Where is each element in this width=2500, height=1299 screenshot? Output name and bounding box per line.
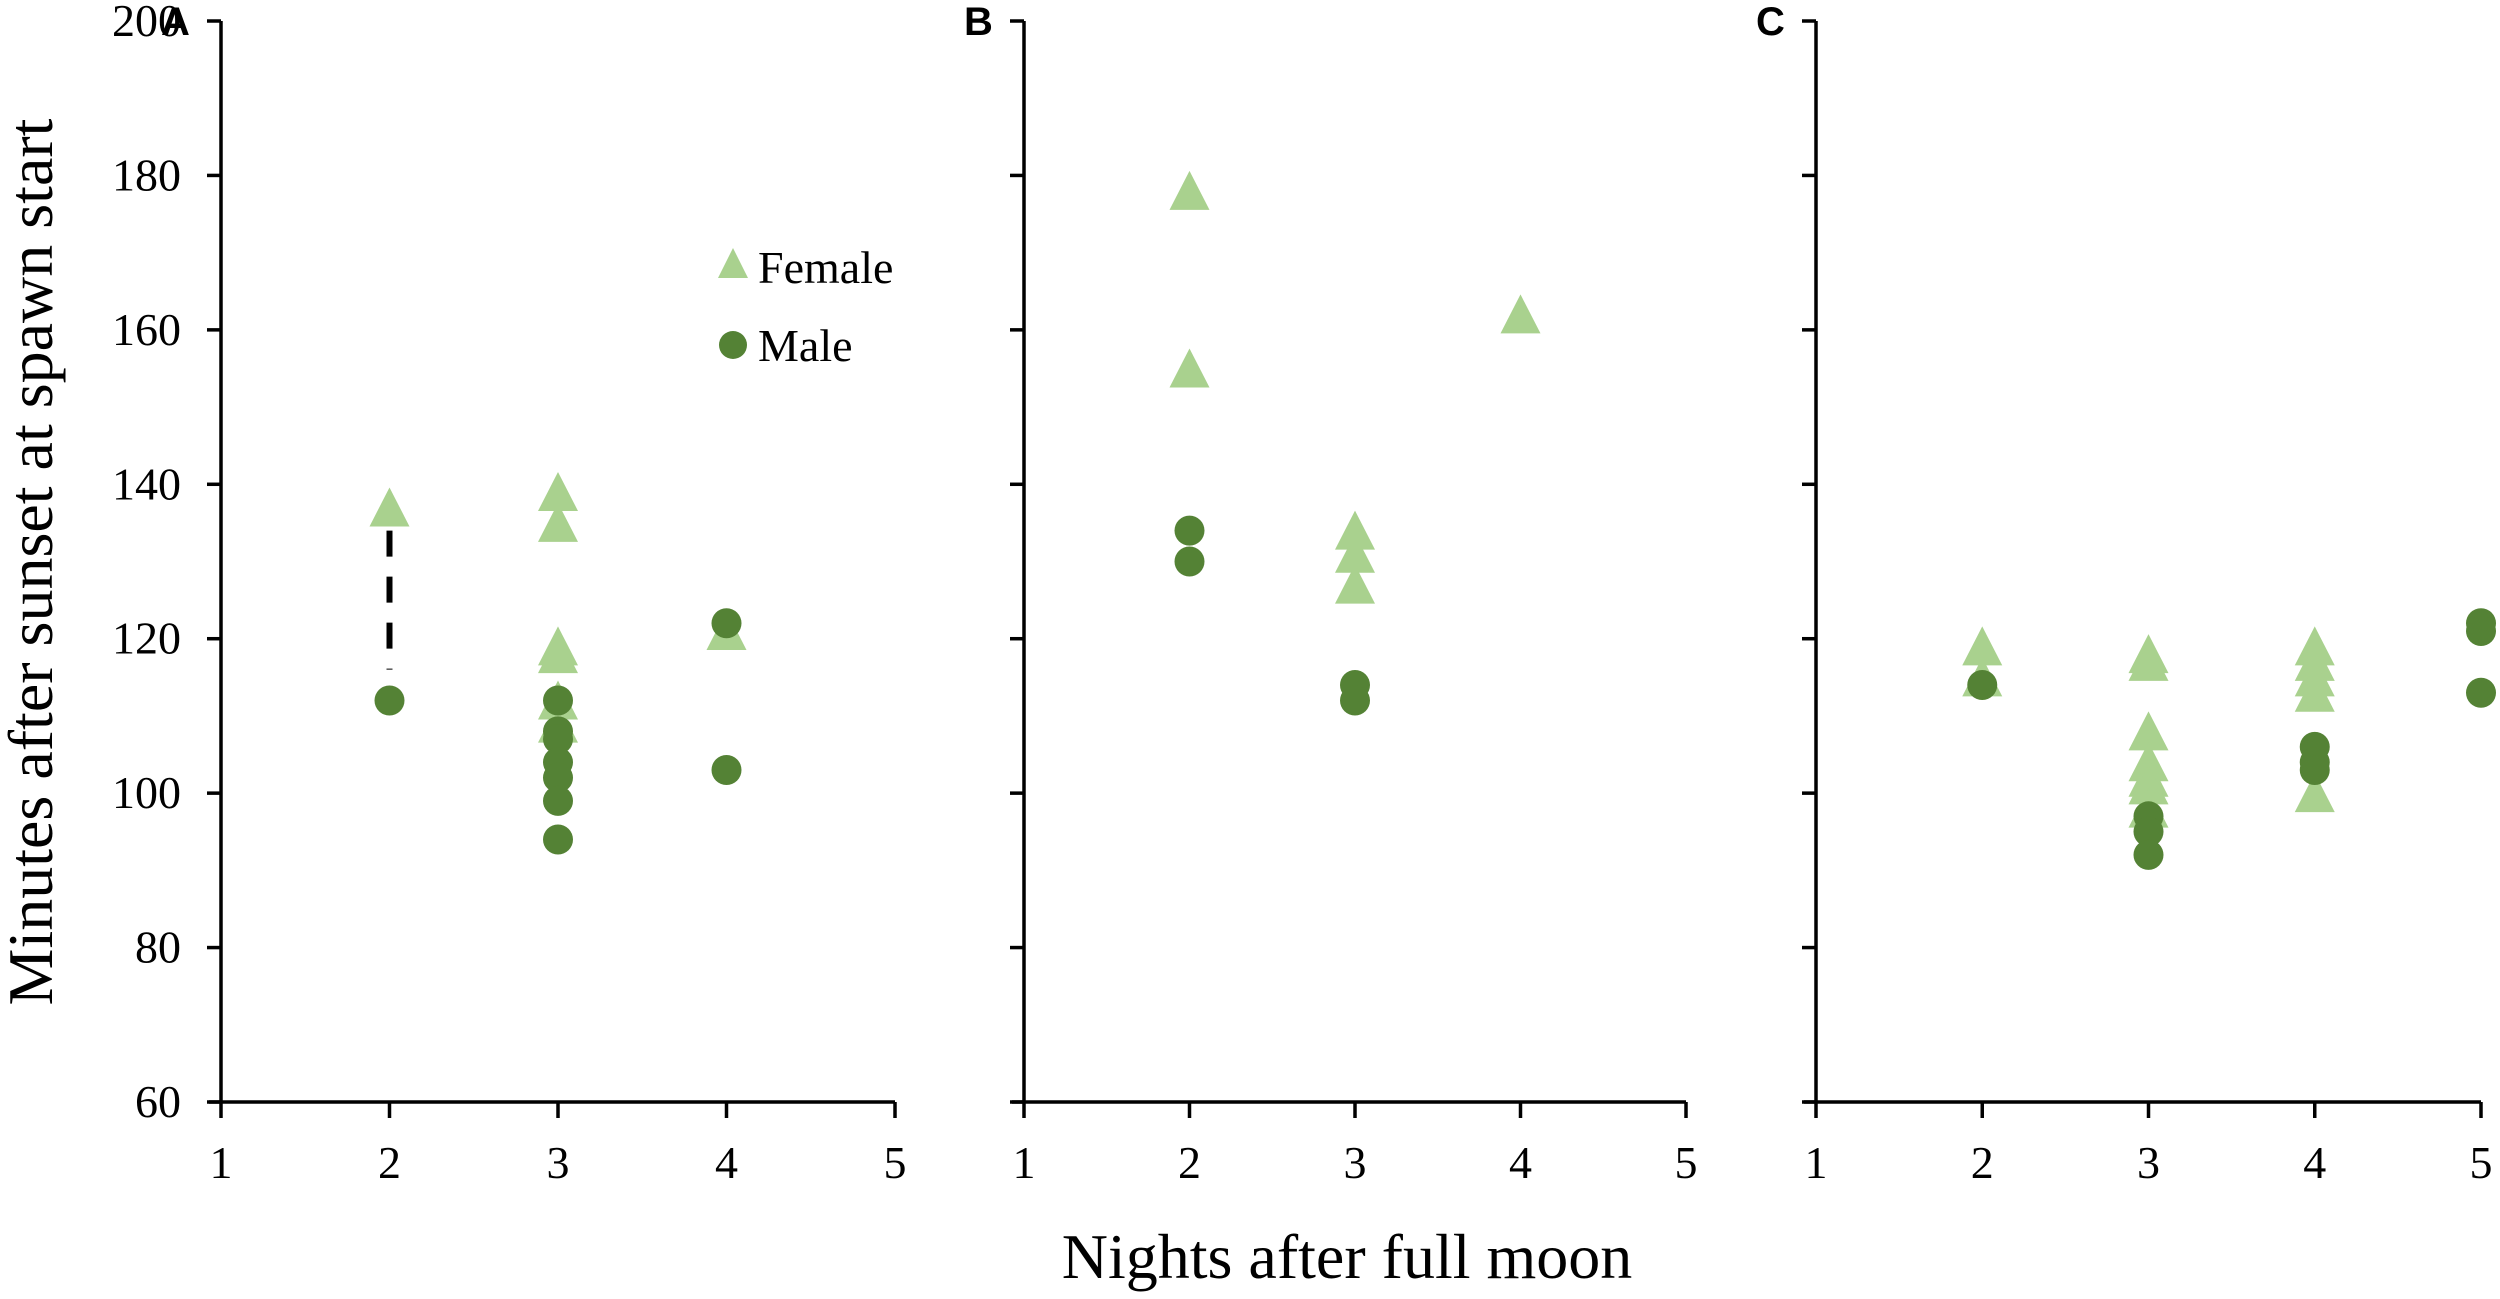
female-data-point <box>369 487 410 527</box>
panel-a: A 60 80 100 120 140 160 180 200 1 2 3 4 5 <box>112 0 907 1188</box>
x-tick-label: 1 <box>210 1137 233 1188</box>
y-tick-label: 100 <box>112 767 181 818</box>
male-data-point <box>2466 615 2496 646</box>
x-tick-label: 3 <box>1344 1137 1367 1188</box>
female-data-point <box>1335 564 1375 604</box>
legend-label-male: Male <box>758 320 853 371</box>
female-data-point <box>1500 294 1541 334</box>
circle-marker-icon <box>719 331 747 359</box>
male-data-point <box>1174 546 1205 577</box>
panel-label: C <box>1756 0 1785 44</box>
male-data-point <box>2133 839 2164 870</box>
female-data-point <box>538 502 578 542</box>
legend-item-male: Male <box>719 320 853 371</box>
y-axis-title: Minutes after sunset at spawn start <box>0 118 66 1005</box>
triangle-marker-icon <box>718 248 748 278</box>
female-data-point <box>1335 533 1375 573</box>
x-tick-label: 1 <box>1805 1137 1828 1188</box>
male-data-point <box>543 785 573 816</box>
x-tick-label: 5 <box>884 1137 907 1188</box>
female-data-point <box>2128 711 2169 751</box>
legend: Female Male <box>718 242 893 371</box>
x-tick-label: 2 <box>1178 1137 1201 1188</box>
male-data-point <box>2133 816 2164 847</box>
male-data-point <box>543 685 573 716</box>
x-axis-title: Nights after full moon <box>1062 1221 1633 1292</box>
female-data-point <box>2128 641 2169 681</box>
y-tick-label: 160 <box>112 304 181 355</box>
male-data-point <box>711 608 742 639</box>
male-data-point <box>1967 670 1998 701</box>
female-data-point <box>1962 626 2003 666</box>
female-data-point <box>2128 765 2169 805</box>
y-tick-label: 120 <box>112 613 181 664</box>
female-data-point <box>2294 773 2335 813</box>
x-tick-label: 4 <box>1509 1137 1532 1188</box>
female-data-point <box>1169 170 1210 210</box>
male-data-point <box>374 685 405 716</box>
x-tick-label: 3 <box>547 1137 570 1188</box>
x-tick-label: 5 <box>2470 1137 2493 1188</box>
female-data-point <box>2294 672 2335 712</box>
y-tick-label: 140 <box>112 458 181 509</box>
x-tick-label: 4 <box>715 1137 738 1188</box>
x-tick-label: 3 <box>2137 1137 2160 1188</box>
female-data-point <box>538 472 578 512</box>
y-tick-label: 80 <box>135 922 181 973</box>
panel-label: B <box>964 0 993 44</box>
male-data-point <box>711 754 742 785</box>
male-data-point <box>2466 677 2496 708</box>
female-data-point <box>1335 510 1375 550</box>
y-tick-label: 180 <box>112 149 181 200</box>
x-tick-label: 2 <box>378 1137 401 1188</box>
male-data-point <box>543 724 573 755</box>
female-data-point <box>538 634 578 674</box>
male-data-point <box>543 762 573 793</box>
x-tick-label: 5 <box>1675 1137 1698 1188</box>
male-data-point <box>2299 754 2330 785</box>
male-data-point <box>543 824 573 855</box>
x-tick-label: 1 <box>1013 1137 1036 1188</box>
panel-c: C 1 2 3 4 5 <box>1756 0 2496 1188</box>
legend-label-female: Female <box>758 242 893 293</box>
y-tick-label: 200 <box>112 0 181 46</box>
male-data-point <box>1174 515 1205 546</box>
panel-label: A <box>161 0 190 44</box>
x-tick-label: 4 <box>2303 1137 2326 1188</box>
male-data-point <box>1340 685 1370 716</box>
panel-b: B 1 2 3 4 5 <box>964 0 1698 1188</box>
female-data-point <box>1169 348 1210 388</box>
x-tick-label: 2 <box>1971 1137 1994 1188</box>
legend-item-female: Female <box>718 242 893 293</box>
y-tick-label: 60 <box>135 1076 181 1127</box>
